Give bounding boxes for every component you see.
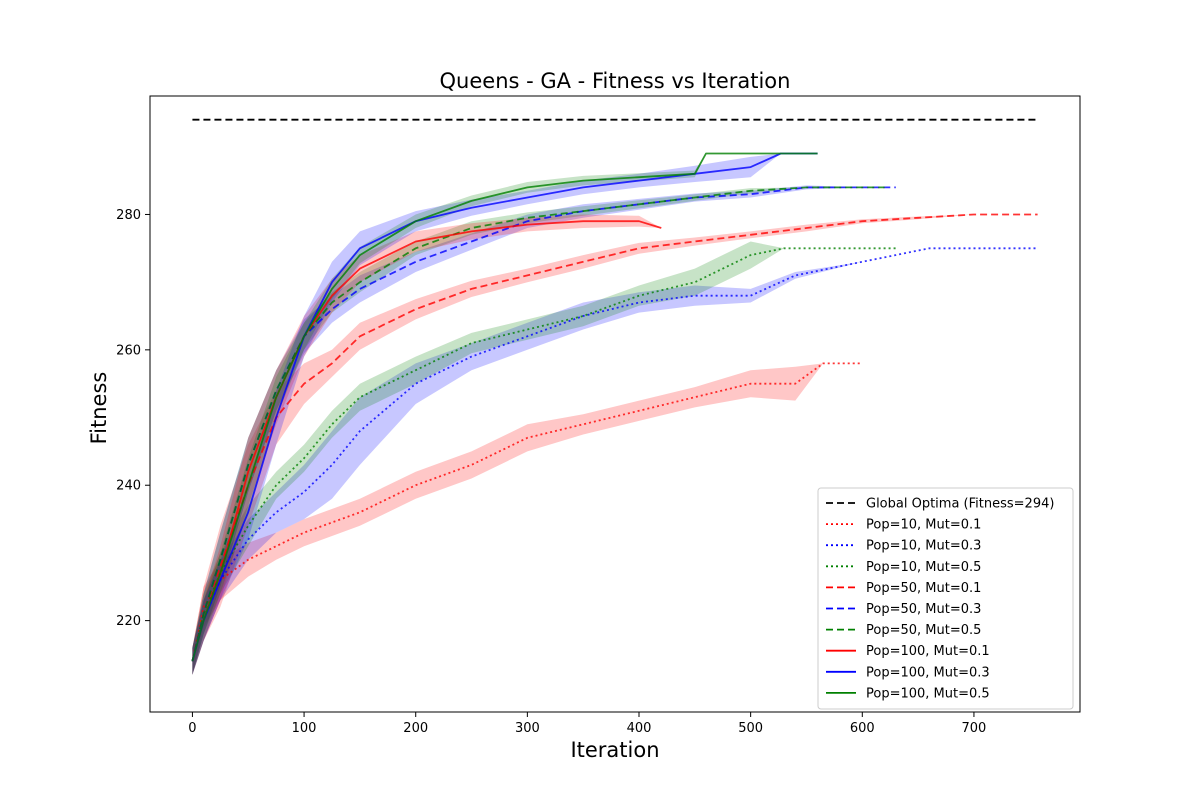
line-series-4 [191,213,1038,662]
y-tick-label: 260 [116,343,141,358]
legend-box [817,487,1074,710]
x-axis-label: Iteration [570,738,659,762]
line-series-2 [191,247,1038,662]
y-tick-label: 220 [116,614,141,629]
axes-layer: 0 100 200 300 400 500 600 700 220 240 260 280 [116,95,1081,736]
legend-label: Pop=100, Mut=0.5 [866,686,990,701]
legend-label: Global Optima (Fitness=294) [866,497,1054,512]
line-series-3 [191,247,896,662]
plot-frame [149,95,1081,713]
legend-label: Pop=50, Mut=0.5 [866,623,981,638]
legend-label: Pop=100, Mut=0.3 [866,665,990,680]
legend-label: Pop=10, Mut=0.3 [866,539,981,554]
lines-layer [191,118,1038,662]
legend-label: Pop=100, Mut=0.1 [866,644,990,659]
x-tick-label: 700 [962,721,987,736]
legend: Global Optima (Fitness=294) Pop=10, Mut=0… [817,487,1074,710]
y-tick-label: 240 [116,479,141,494]
y-axis-label: Fitness [87,372,111,445]
line-series-9 [191,152,818,662]
band-series-1 [192,363,863,675]
x-tick-label: 300 [515,721,540,736]
x-tick-label: 200 [403,721,428,736]
line-series-1 [191,362,863,662]
legend-label: Pop=50, Mut=0.3 [866,602,981,617]
legend-label: Pop=10, Mut=0.1 [866,518,981,533]
legend-label: Pop=50, Mut=0.1 [866,581,981,596]
y-tick-label: 280 [116,208,141,223]
x-tick-label: 400 [627,721,652,736]
legend-label: Pop=10, Mut=0.5 [866,560,981,575]
band-series-3 [192,241,896,675]
line-series-6 [191,186,885,662]
x-tick-label: 500 [738,721,763,736]
x-tick-label: 600 [850,721,875,736]
x-tick-label: 100 [292,721,317,736]
chart-title: Queens - GA - Fitness vs Iteration [440,69,791,93]
x-tick-label: 0 [188,721,196,736]
band-series-2 [192,248,1038,675]
